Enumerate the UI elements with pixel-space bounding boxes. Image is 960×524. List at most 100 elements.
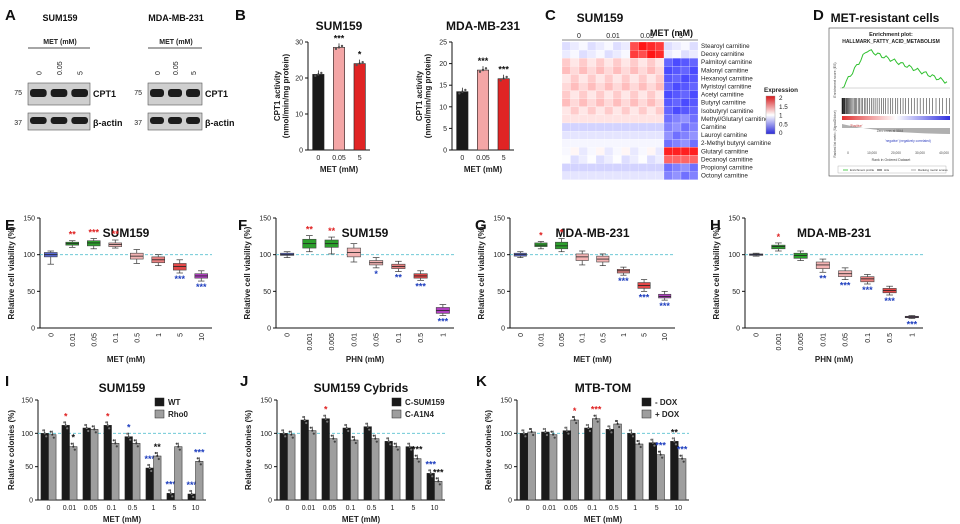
heatmap-cell	[655, 66, 665, 75]
heatmap-cell	[621, 74, 631, 83]
bar-point	[545, 433, 549, 437]
x-tick-label: 0.5	[418, 333, 425, 343]
heatmap-cell	[604, 139, 614, 148]
heatmap-group-label: 5	[679, 33, 683, 40]
heatmap-cell	[612, 49, 622, 59]
heatmap-cell	[604, 171, 614, 180]
heatmap-cell	[561, 41, 571, 51]
heatmap-cell	[595, 122, 605, 132]
x-tick-label: 0.005	[329, 333, 336, 351]
heatmap-cell	[680, 155, 690, 164]
bar-point	[355, 63, 358, 67]
heatmap-cell	[629, 82, 639, 91]
bar-point	[464, 88, 467, 92]
y-tick-label: 150	[21, 398, 33, 405]
heatmap-cell	[604, 66, 614, 75]
heatmap-cell	[561, 98, 571, 107]
bar-point	[386, 437, 389, 440]
x-tick-label: 0	[526, 505, 530, 512]
heatmap-cell	[578, 106, 588, 116]
y-tick-label: 50	[504, 464, 512, 471]
heatmap-cell	[621, 82, 631, 91]
x-tick-label: 0.1	[346, 505, 356, 512]
bar-point	[340, 44, 344, 48]
bar-point	[108, 427, 111, 430]
bar-point	[330, 434, 333, 437]
heatmap-cell	[638, 49, 648, 59]
heatmap-cell	[570, 155, 580, 164]
heatmap-cell	[646, 82, 656, 91]
chart-B1: 0 10 20 30 CPT1 activity(nmol/min/mg protein…	[273, 19, 370, 174]
significance-star: *	[560, 228, 564, 238]
panel-letter-j: J	[240, 373, 248, 390]
legend-swatch	[154, 409, 165, 419]
heatmap-cell	[621, 106, 631, 116]
heatmap-cell	[578, 147, 588, 156]
heatmap-legend-tick: 2	[779, 95, 783, 102]
bar-point	[575, 421, 578, 425]
heatmap-cell	[672, 139, 682, 148]
heatmap-cell	[655, 171, 665, 180]
bar	[153, 455, 162, 501]
heatmap-cell	[561, 82, 571, 91]
bar-point	[302, 415, 305, 419]
legend-label: - DOX	[655, 398, 678, 407]
bar	[279, 433, 288, 501]
bar	[477, 69, 489, 151]
panel-c-heatmap: SUM159 MET (mM) 0 0.01 0.05 5 Stearoyl carniti…	[561, 11, 798, 180]
heatmap-cell	[638, 90, 648, 99]
y-tick-label: 50	[497, 289, 505, 296]
bar-point	[553, 436, 556, 439]
y-tick-label: 10	[295, 112, 303, 119]
heatmap-cell	[604, 74, 614, 83]
heatmap-cell	[561, 163, 571, 172]
heatmap-row-label: Propionyl carnitine	[701, 165, 753, 172]
heatmap-cell	[595, 74, 605, 83]
bar	[592, 418, 601, 501]
y-tick-label: 100	[260, 431, 272, 438]
bar-point	[521, 429, 524, 432]
x-axis-label: MET (mM)	[103, 515, 142, 524]
panel-letter-b: B	[235, 7, 246, 24]
y-tick-label: 100	[259, 252, 271, 259]
heatmap-cell	[621, 122, 631, 132]
heatmap-cell	[680, 147, 690, 156]
heatmap-cell	[680, 122, 690, 132]
heatmap-row-label: 2-Methyl butyryl carnitine	[701, 140, 771, 147]
bar	[312, 74, 325, 151]
bar-point	[682, 460, 685, 463]
bar	[527, 431, 536, 501]
x-tick-label: 0.05	[476, 155, 490, 162]
heatmap-cell	[578, 66, 588, 75]
heatmap-legend-bar	[765, 95, 776, 135]
heatmap-cell	[587, 122, 597, 132]
heatmap-cell	[680, 163, 690, 172]
negative-label: 'negative' (negatively correlated)	[885, 139, 931, 143]
bar-point	[499, 79, 502, 82]
x-tick-label: 0.05	[843, 333, 850, 347]
significance-star: *	[324, 405, 328, 415]
x-tick-label: 0.1	[580, 333, 587, 343]
heatmap-cell	[561, 147, 571, 156]
heatmap-treatment: MET (mM)	[650, 28, 693, 38]
bar	[321, 418, 330, 501]
heatmap-cell	[612, 74, 622, 83]
y-tick-label: 150	[23, 216, 35, 223]
x-tick-label: 0.5	[128, 505, 138, 512]
significance-star: *	[777, 232, 781, 242]
x-axis-label: MET (mM)	[107, 355, 146, 364]
heatmap-cell	[587, 114, 597, 124]
bar-point	[150, 469, 153, 473]
heatmap-cell	[578, 49, 588, 59]
gsea-ylabel-top: Enrichment score (ES)	[833, 62, 837, 97]
heatmap-group-label: 0	[577, 33, 581, 40]
blot-band	[186, 89, 200, 97]
bar-point	[607, 425, 610, 428]
heatmap-cell	[646, 98, 656, 107]
panel-letter-c: C	[545, 7, 556, 24]
bar	[570, 419, 579, 501]
bar-point	[428, 469, 431, 472]
x-axis-label: MET (mM)	[573, 355, 612, 364]
panel-letter-k: K	[476, 373, 487, 390]
